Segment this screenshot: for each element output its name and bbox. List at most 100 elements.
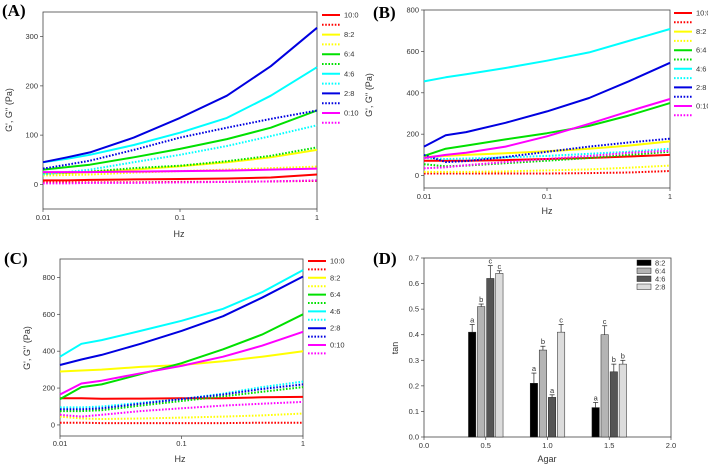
y-tick-label: 600 xyxy=(42,310,55,319)
series-10-0-loss-modulus xyxy=(43,179,318,184)
x-axis-label: Agar xyxy=(537,454,556,464)
legend-label: 8:2 xyxy=(344,30,354,39)
chart-panel-b: (B) 0 200 400 600 800 0.01 0.1 1 Hz G', G'' (Pa) 10… xyxy=(364,3,708,216)
legend-swatch xyxy=(636,267,652,274)
bar-2-8 xyxy=(557,331,566,438)
y-tick-label: 400 xyxy=(42,347,55,356)
legend: 10:0 8:2 6:4 4:6 2:8 0:10 xyxy=(308,257,345,355)
bar-8-2 xyxy=(468,331,477,438)
series-2-8-storage-modulus xyxy=(59,275,304,366)
y-tick-label: 300 xyxy=(25,32,38,41)
legend-label: 4:6 xyxy=(330,307,340,316)
bar-6-4 xyxy=(538,349,547,438)
legend-label: 6:4 xyxy=(655,267,665,276)
legend-label: 6:4 xyxy=(344,50,354,59)
y-tick-label: 0.0 xyxy=(409,433,419,442)
y-axis-label: G', G'' (Pa) xyxy=(22,326,32,370)
chart-panel-c: (C) 0 200 400 600 800 0.01 0.1 1 Hz G', G'' (Pa) 10… xyxy=(4,249,345,464)
y-tick-label: 0 xyxy=(34,180,38,189)
legend-label: 0:10 xyxy=(330,341,345,350)
series-10-0-storage-modulus xyxy=(60,395,304,400)
significance-letter: b xyxy=(479,295,483,304)
y-tick-label: 200 xyxy=(406,130,419,139)
series-8-2-loss-modulus xyxy=(59,412,304,420)
y-tick-label: 800 xyxy=(406,6,419,15)
x-tick-label: 0.1 xyxy=(542,192,552,201)
x-tick-label: 0.01 xyxy=(53,439,68,448)
legend-label: 8:2 xyxy=(655,259,665,268)
legend-label: 10:0 xyxy=(344,11,359,20)
y-tick-label: 0 xyxy=(415,171,419,180)
significance-letter: a xyxy=(550,386,555,395)
significance-letter: b xyxy=(621,351,625,360)
legend-swatch xyxy=(636,283,652,290)
series-0-10-storage-modulus xyxy=(59,330,304,396)
legend-label: 2:8 xyxy=(655,283,665,292)
significance-letter: b xyxy=(541,337,545,346)
bar-4-6 xyxy=(548,397,557,438)
legend-label: 2:8 xyxy=(330,324,340,333)
legend-label: 10:0 xyxy=(330,257,345,266)
x-axis-label: Hz xyxy=(175,454,186,464)
series-6-4-loss-modulus xyxy=(60,386,304,413)
significance-letter: a xyxy=(594,393,599,402)
x-tick-label: 1.0 xyxy=(542,441,552,450)
legend: 10:0 8:2 6:4 4:6 2:8 0:10 xyxy=(322,11,359,124)
legend-label: 8:2 xyxy=(330,273,340,282)
x-tick-label: 0.0 xyxy=(419,441,429,450)
series-8-2-loss-modulus xyxy=(424,164,671,173)
series-2-8-storage-modulus xyxy=(423,61,671,148)
legend-label: 2:8 xyxy=(696,83,706,92)
series-4-6-storage-modulus xyxy=(59,269,304,358)
bar-8-2 xyxy=(591,407,600,438)
x-tick-label: 0.01 xyxy=(417,192,432,201)
x-tick-label: 0.01 xyxy=(36,213,51,222)
y-tick-label: 0.6 xyxy=(409,279,419,288)
bar-2-8 xyxy=(495,273,504,438)
series-2-8-storage-modulus xyxy=(42,27,318,164)
y-tick-label: 0 xyxy=(51,420,55,429)
x-tick-label: 0.5 xyxy=(481,441,491,450)
x-axis-label: Hz xyxy=(174,229,185,239)
series-8-2-storage-modulus xyxy=(59,350,304,373)
series-0-10-storage-modulus xyxy=(43,167,318,174)
series-0-10-loss-modulus xyxy=(423,149,671,170)
series-10-0-storage-modulus xyxy=(43,173,318,182)
bar-8-2 xyxy=(529,383,538,438)
legend-label: 8:2 xyxy=(696,27,706,36)
y-tick-label: 400 xyxy=(406,88,419,97)
series-0-10-storage-modulus xyxy=(423,98,671,159)
significance-letter: c xyxy=(603,317,607,326)
bar-6-4 xyxy=(477,306,486,438)
x-tick-label: 1 xyxy=(668,192,672,201)
legend-label: 6:4 xyxy=(330,290,340,299)
y-axis-label: G', G'' (Pa) xyxy=(4,88,14,132)
significance-letter: c xyxy=(488,257,492,266)
series-4-6-storage-modulus xyxy=(423,28,671,83)
y-tick-label: 200 xyxy=(25,81,38,90)
x-tick-label: 1 xyxy=(315,213,319,222)
legend-label: 4:6 xyxy=(655,275,665,284)
series-2-8-loss-modulus xyxy=(423,137,671,164)
y-tick-label: 100 xyxy=(25,131,38,140)
legend-label: 0:10 xyxy=(696,102,708,111)
x-tick-label: 1.5 xyxy=(604,441,614,450)
y-tick-label: 0.3 xyxy=(409,356,419,365)
x-tick-label: 0.1 xyxy=(176,439,186,448)
series-4-6-storage-modulus xyxy=(42,66,318,164)
chart-panel-d: (D) 0.0 0.1 0.2 0.3 0.4 0.5 0.6 0.7 0.0 0.5 1.0 1.5 2… xyxy=(373,249,676,464)
bar-6-4 xyxy=(600,334,609,438)
legend-label: 10:0 xyxy=(696,9,708,18)
significance-letter: c xyxy=(559,315,563,324)
y-tick-label: 800 xyxy=(42,273,55,282)
bar-2-8 xyxy=(618,363,627,438)
y-tick-label: 600 xyxy=(406,47,419,56)
series-6-4-storage-modulus xyxy=(42,109,318,171)
significance-letter: b xyxy=(612,355,616,364)
x-tick-label: 0.1 xyxy=(175,213,185,222)
x-tick-label: 1 xyxy=(301,439,305,448)
y-tick-label: 0.1 xyxy=(409,407,419,416)
plot-frame xyxy=(423,257,672,438)
chart-panel-a: (A) 0 100 200 300 0.01 0.1 1 Hz G', G'' (Pa) 10:0 8… xyxy=(2,1,359,239)
